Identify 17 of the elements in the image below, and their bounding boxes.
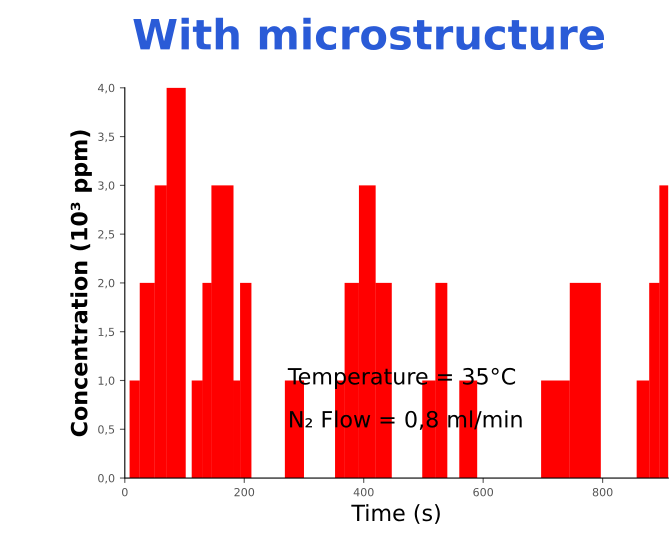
y-tick-label: 2,0 <box>98 278 114 288</box>
y-tick-label: 3,5 <box>98 132 114 142</box>
x-axis-title: Time (s) <box>351 504 440 524</box>
y-axis-title: Concentration (10³ ppm) <box>70 130 92 436</box>
x-tick-label: 800 <box>592 488 612 496</box>
y-tick-label: 1,0 <box>98 376 114 386</box>
y-tick-label: 3,0 <box>98 181 114 191</box>
y-tick-label: 0,5 <box>98 425 114 435</box>
chart-title: With microstructure <box>133 18 604 50</box>
y-tick-label: 2,5 <box>98 230 114 240</box>
y-tick-label: 0,0 <box>98 474 114 484</box>
x-tick-label: 400 <box>354 488 374 496</box>
y-tick-label: 4,0 <box>98 84 114 94</box>
x-tick-label: 200 <box>234 488 254 496</box>
x-tick-label: 600 <box>473 488 494 496</box>
x-tick-label: 0 <box>122 488 128 496</box>
y-tick-label: 1,5 <box>98 328 114 338</box>
